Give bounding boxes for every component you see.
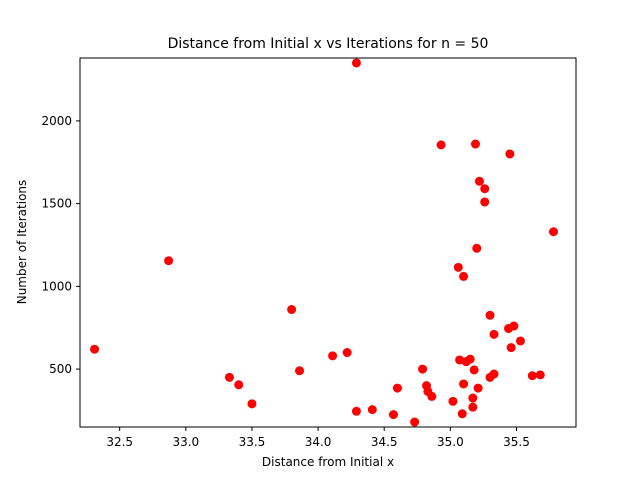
- data-point: [351, 58, 361, 68]
- data-point: [448, 396, 458, 406]
- data-point: [470, 139, 480, 149]
- x-axis-label: Distance from Initial x: [262, 455, 394, 469]
- data-point: [485, 310, 495, 320]
- points-layer: [90, 58, 559, 427]
- plot-area: [80, 58, 576, 427]
- data-point: [457, 409, 467, 419]
- x-tick-label: 33.5: [239, 435, 266, 449]
- data-point: [474, 176, 484, 186]
- y-axis-label: Number of Iterations: [15, 180, 29, 305]
- data-point: [388, 410, 398, 420]
- data-point: [295, 366, 305, 376]
- data-point: [505, 149, 515, 159]
- data-point: [509, 321, 519, 331]
- x-tick-label: 34.5: [371, 435, 398, 449]
- data-point: [489, 329, 499, 339]
- x-tick-label: 35.0: [437, 435, 464, 449]
- data-point: [549, 227, 559, 237]
- data-point: [465, 354, 475, 364]
- data-point: [459, 379, 469, 389]
- data-point: [506, 343, 516, 353]
- data-point: [224, 372, 234, 382]
- x-tick-label: 35.5: [503, 435, 530, 449]
- x-axis: 32.5 33.0 33.5 34.0 34.5 35.0 35.5: [106, 427, 530, 449]
- data-point: [480, 197, 490, 207]
- data-point: [468, 402, 478, 412]
- data-point: [351, 406, 361, 416]
- data-point: [436, 140, 446, 150]
- x-tick-label: 33.0: [172, 435, 199, 449]
- chart-title: Distance from Initial x vs Iterations fo…: [168, 36, 489, 52]
- data-point: [342, 348, 352, 358]
- data-point: [459, 271, 469, 281]
- data-point: [427, 391, 437, 401]
- data-point: [469, 365, 479, 375]
- y-tick-label: 1500: [41, 197, 72, 211]
- data-point: [247, 399, 257, 409]
- data-point: [410, 417, 420, 427]
- x-tick-label: 34.0: [305, 435, 332, 449]
- data-point: [328, 351, 338, 361]
- data-point: [287, 305, 297, 315]
- data-point: [234, 380, 244, 390]
- data-point: [418, 364, 428, 374]
- y-tick-label: 2000: [41, 114, 72, 128]
- data-point: [473, 383, 483, 393]
- data-point: [515, 336, 525, 346]
- data-point: [164, 256, 174, 266]
- y-axis: 500 1000 1500 2000: [41, 114, 80, 376]
- data-point: [90, 344, 100, 354]
- y-tick-label: 1000: [41, 279, 72, 293]
- data-point: [535, 370, 545, 380]
- x-tick-label: 32.5: [106, 435, 133, 449]
- data-point: [453, 262, 463, 272]
- plot-frame: [79, 57, 577, 428]
- data-point: [392, 383, 402, 393]
- data-point: [367, 405, 377, 415]
- data-point: [489, 369, 499, 379]
- y-tick-label: 500: [49, 362, 72, 376]
- data-point: [472, 243, 482, 253]
- data-point: [480, 184, 490, 194]
- data-point: [527, 371, 537, 381]
- data-point: [468, 393, 478, 403]
